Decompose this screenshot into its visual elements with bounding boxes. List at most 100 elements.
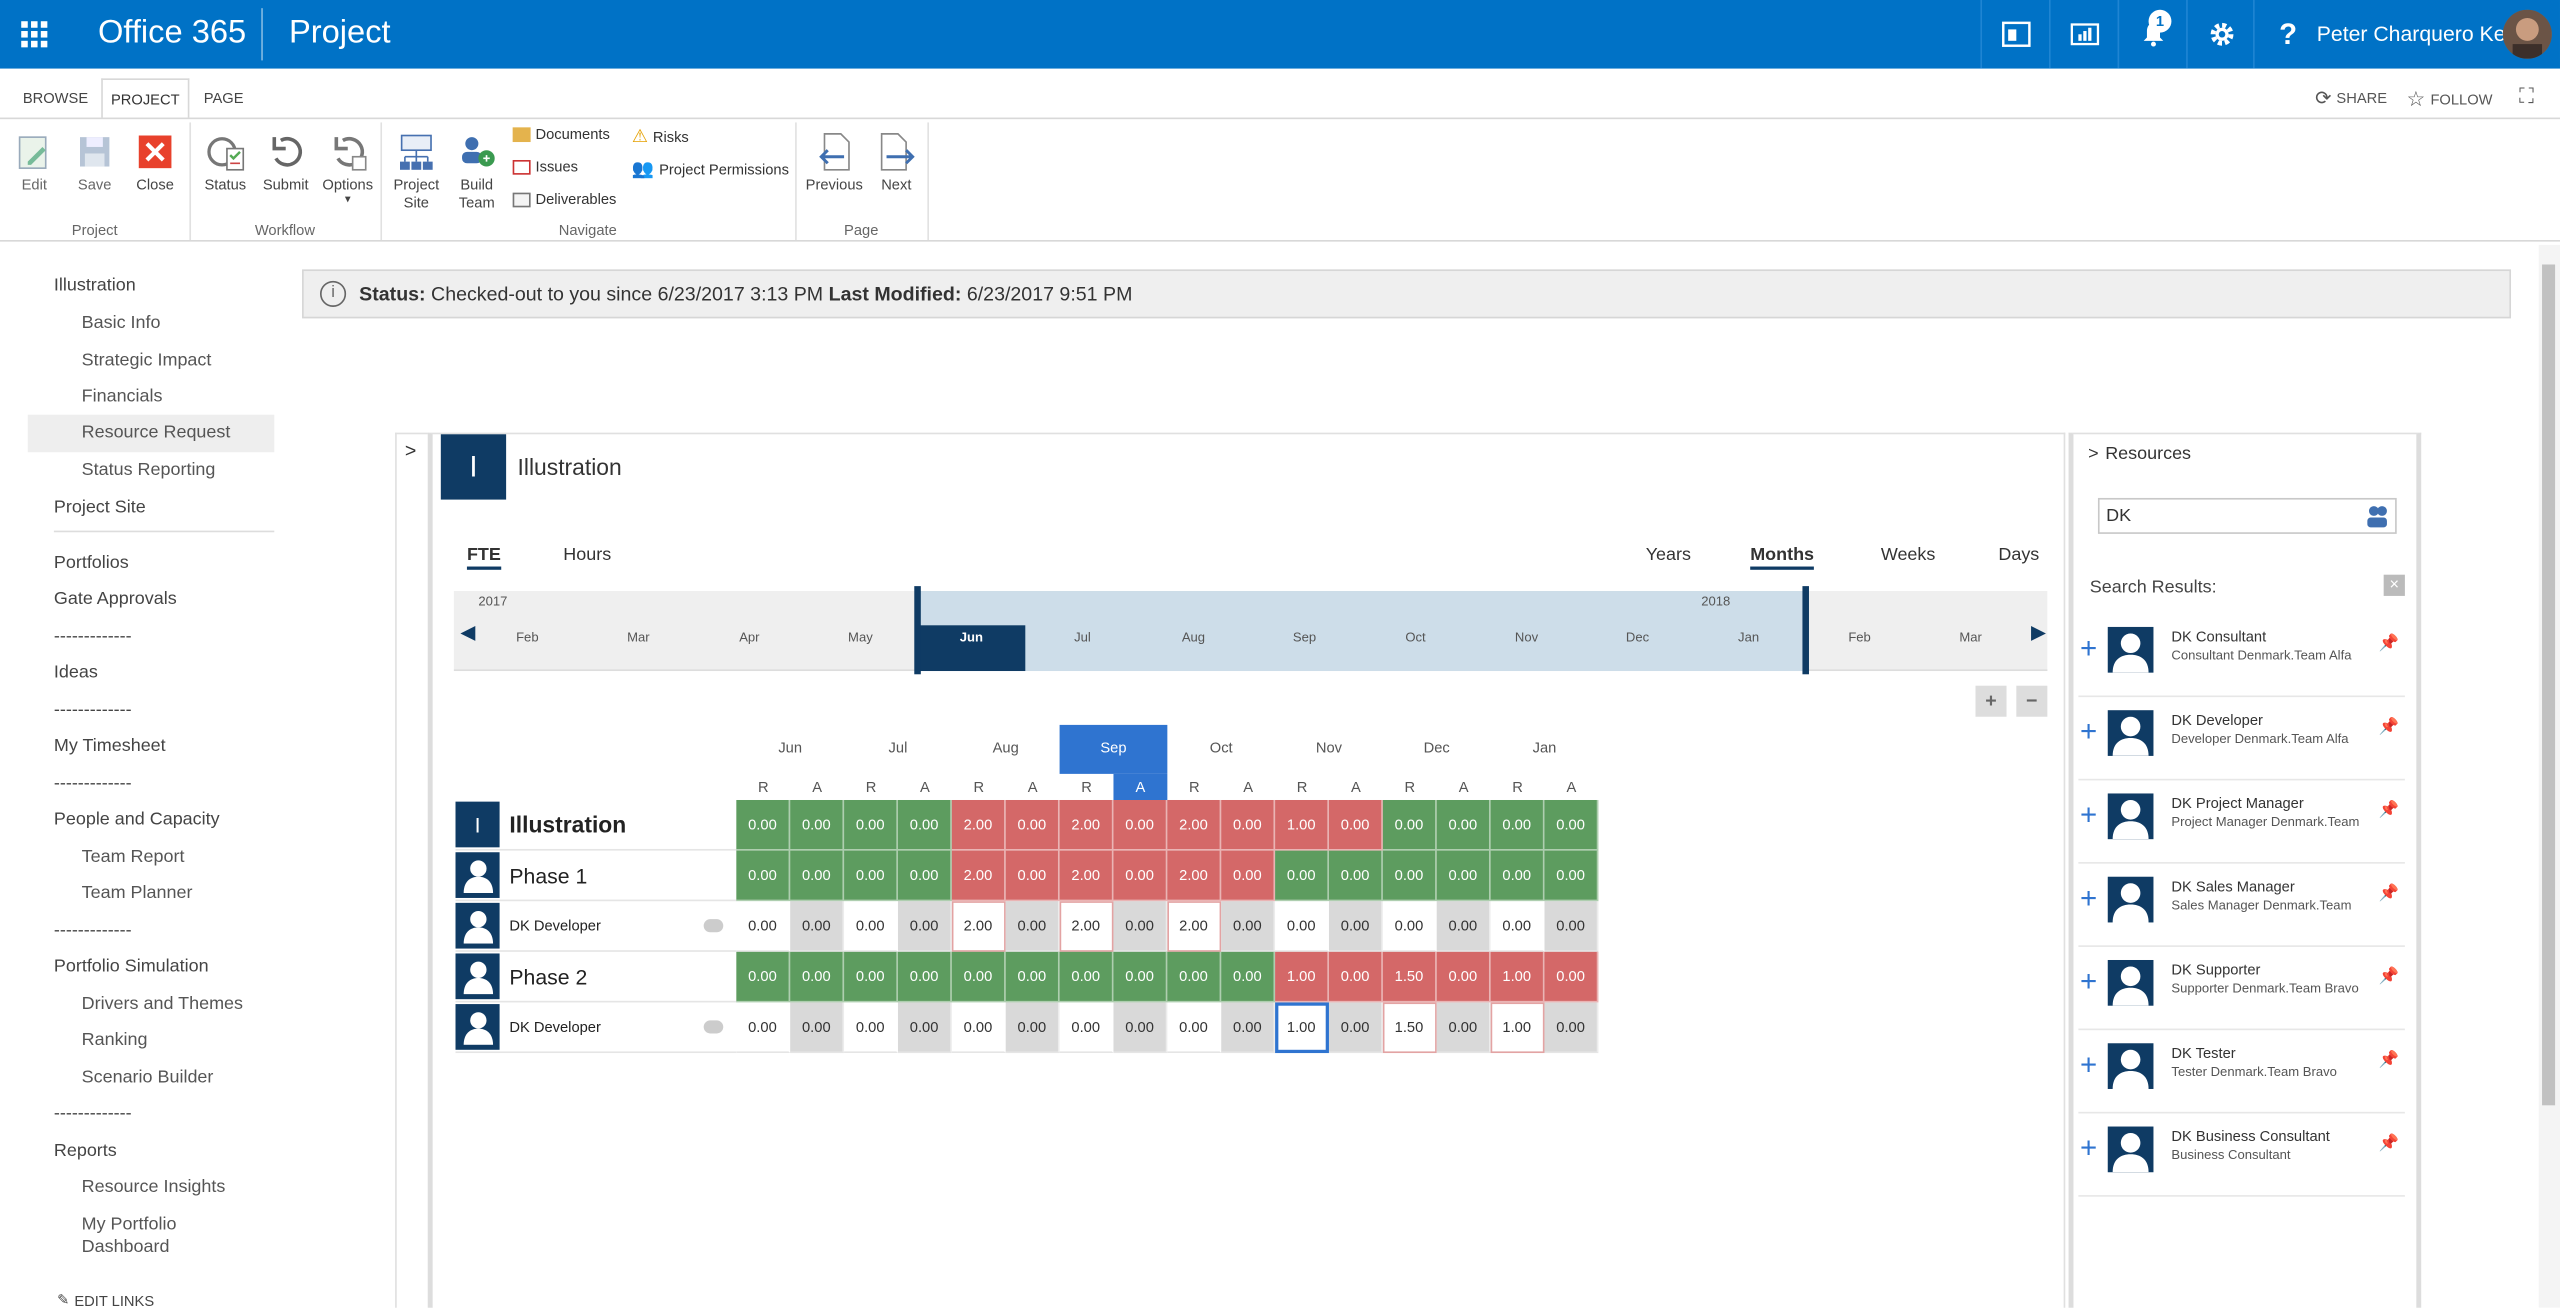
nav-status-reporting[interactable]: Status Reporting <box>81 460 216 480</box>
phase-row-header[interactable]: Phase 1 <box>455 851 737 902</box>
actual-value-cell[interactable]: 0.00 <box>897 901 952 952</box>
issues-button[interactable]: Issues <box>512 158 578 175</box>
resource-row-header[interactable]: DK Developer <box>455 1002 737 1054</box>
timeline-month[interactable]: Mar <box>627 630 650 645</box>
pin-icon[interactable]: 📌 <box>2378 635 2400 654</box>
requested-value-cell[interactable]: 0.00 <box>951 1002 1006 1054</box>
status-button[interactable]: Status <box>201 132 250 194</box>
add-resource-icon[interactable]: + <box>2079 715 2098 748</box>
month-header[interactable]: Aug <box>992 739 1019 756</box>
nav-drivers-themes[interactable]: Drivers and Themes <box>81 994 244 1014</box>
month-header[interactable]: Jun <box>778 739 803 756</box>
resource-result-item[interactable]: + DK Sales Manager Sales Manager Denmark.T… <box>2078 865 2405 947</box>
settings-gear-icon[interactable] <box>2186 0 2255 69</box>
zoom-out-button[interactable]: − <box>2016 685 2048 717</box>
scrollbar-thumb[interactable] <box>2542 264 2556 1106</box>
nav-resource-request[interactable]: Resource Request <box>27 414 275 453</box>
requested-value-cell[interactable]: 0.00 <box>844 1002 898 1054</box>
timeline-month[interactable]: Jul <box>1074 630 1091 645</box>
add-resource-icon[interactable]: + <box>2079 1131 2098 1165</box>
pin-icon[interactable]: 📌 <box>2378 884 2400 903</box>
reports-icon[interactable] <box>2048 0 2118 69</box>
unit-fte-toggle[interactable]: FTE <box>466 545 501 570</box>
nav-ranking[interactable]: Ranking <box>81 1030 148 1050</box>
requested-value-cell[interactable]: 0.00 <box>844 901 898 952</box>
timeline-start-handle[interactable] <box>914 586 921 675</box>
notifications-bell-icon[interactable] <box>2117 0 2187 69</box>
help-icon[interactable]: ? <box>2253 0 2322 69</box>
actual-value-cell[interactable]: 0.00 <box>1544 1002 1599 1054</box>
requested-value-cell[interactable]: 0.00 <box>1490 901 1545 952</box>
app-title[interactable]: Project <box>288 14 391 51</box>
requested-value-cell[interactable]: 0.00 <box>1059 1002 1114 1054</box>
actual-value-cell[interactable]: 0.00 <box>1436 901 1491 952</box>
timeline-scroll-right-icon[interactable]: ▶ <box>2031 620 2047 644</box>
next-button[interactable]: Next <box>872 132 921 194</box>
documents-button[interactable]: Documents <box>512 126 610 142</box>
add-resource-icon[interactable]: + <box>2079 964 2098 998</box>
timeline-month[interactable]: Oct <box>1405 630 1426 645</box>
month-header[interactable]: Dec <box>1423 739 1450 756</box>
requested-value-cell[interactable]: 0.00 <box>736 1002 791 1054</box>
nav-scenario-builder[interactable]: Scenario Builder <box>81 1067 214 1088</box>
actual-value-cell[interactable]: 0.00 <box>1113 1002 1168 1054</box>
project-site-button[interactable]: Project Site <box>389 132 445 212</box>
pin-icon[interactable]: 📌 <box>2378 968 2400 987</box>
actual-value-cell[interactable]: 0.00 <box>1221 1002 1276 1054</box>
nav-people-capacity[interactable]: People and Capacity <box>53 809 220 830</box>
expand-pane-toggle[interactable]: > <box>404 439 417 463</box>
month-header[interactable]: Oct <box>1209 739 1233 756</box>
requested-value-cell[interactable]: 1.00 <box>1275 1002 1329 1054</box>
close-button[interactable]: Close <box>132 132 178 194</box>
nav-team-report[interactable]: Team Report <box>81 847 185 867</box>
project-icon[interactable] <box>1980 0 2049 69</box>
project-row-header[interactable]: I Illustration <box>455 800 737 851</box>
actual-value-cell[interactable]: 0.00 <box>1005 1002 1060 1054</box>
add-resource-icon[interactable]: + <box>2079 881 2098 915</box>
save-button[interactable]: Save <box>72 132 118 194</box>
pin-icon[interactable]: 📌 <box>2378 801 2400 820</box>
pin-icon[interactable]: 📌 <box>2378 1051 2400 1070</box>
app-launcher-icon[interactable] <box>0 0 69 69</box>
user-avatar[interactable] <box>2502 9 2552 59</box>
timeline-end-handle[interactable] <box>1802 586 1809 675</box>
page-scrollbar[interactable] <box>2538 244 2560 1308</box>
people-picker-icon[interactable] <box>2364 503 2390 529</box>
resource-result-item[interactable]: + DK Tester Tester Denmark.Team Bravo 📌 <box>2078 1032 2405 1114</box>
scale-days[interactable]: Days <box>1998 545 2040 565</box>
resources-collapse-toggle[interactable]: > <box>2088 444 2099 464</box>
actual-value-cell[interactable]: 0.00 <box>790 1002 845 1054</box>
actual-value-cell[interactable]: 0.00 <box>1221 901 1276 952</box>
risks-button[interactable]: ⚠ Risks <box>632 126 689 147</box>
timeline-month[interactable]: Feb <box>516 630 539 645</box>
timeline-month[interactable]: Aug <box>1181 630 1206 645</box>
deliverables-button[interactable]: Deliverables <box>512 191 616 207</box>
nav-team-planner[interactable]: Team Planner <box>81 883 193 903</box>
edit-button[interactable]: Edit <box>10 132 59 194</box>
edit-links-button[interactable]: ✎ EDIT LINKS <box>57 1291 154 1307</box>
timeline-month[interactable]: May <box>848 630 873 645</box>
requested-value-cell[interactable]: 0.00 <box>1382 901 1437 952</box>
requested-value-cell[interactable]: 2.00 <box>1059 901 1114 952</box>
focus-on-content-icon[interactable]: ⛶ <box>2519 83 2535 108</box>
timeline-month[interactable]: Feb <box>1848 630 1871 645</box>
timeline-month[interactable]: Sep <box>1292 630 1317 645</box>
timeline-month[interactable]: Mar <box>1959 630 1982 645</box>
actual-value-cell[interactable]: 0.00 <box>1328 901 1383 952</box>
nav-reports[interactable]: Reports <box>53 1141 117 1161</box>
nav-my-timesheet[interactable]: My Timesheet <box>53 736 166 756</box>
tab-project[interactable]: PROJECT <box>101 78 190 118</box>
nav-project-site[interactable]: Project Site <box>53 497 146 518</box>
requested-value-cell[interactable]: 0.00 <box>736 901 791 952</box>
timeline-month[interactable]: Nov <box>1514 630 1539 645</box>
nav-resource-insights[interactable]: Resource Insights <box>81 1177 226 1197</box>
nav-portfolio-simulation[interactable]: Portfolio Simulation <box>53 956 209 977</box>
resource-result-item[interactable]: + DK Developer Developer Denmark.Team Alfa… <box>2078 699 2405 781</box>
scale-years[interactable]: Years <box>1645 545 1691 565</box>
user-name[interactable]: Peter Charquero Ke... <box>2316 21 2524 46</box>
resource-result-item[interactable]: + DK Supporter Supporter Denmark.Team Brav… <box>2078 949 2405 1031</box>
actual-value-cell[interactable]: 0.00 <box>1328 1002 1383 1054</box>
requested-value-cell[interactable]: 0.00 <box>1275 901 1329 952</box>
timeline-month[interactable]: Apr <box>739 630 760 645</box>
options-button[interactable]: Options ▾ <box>320 132 376 206</box>
